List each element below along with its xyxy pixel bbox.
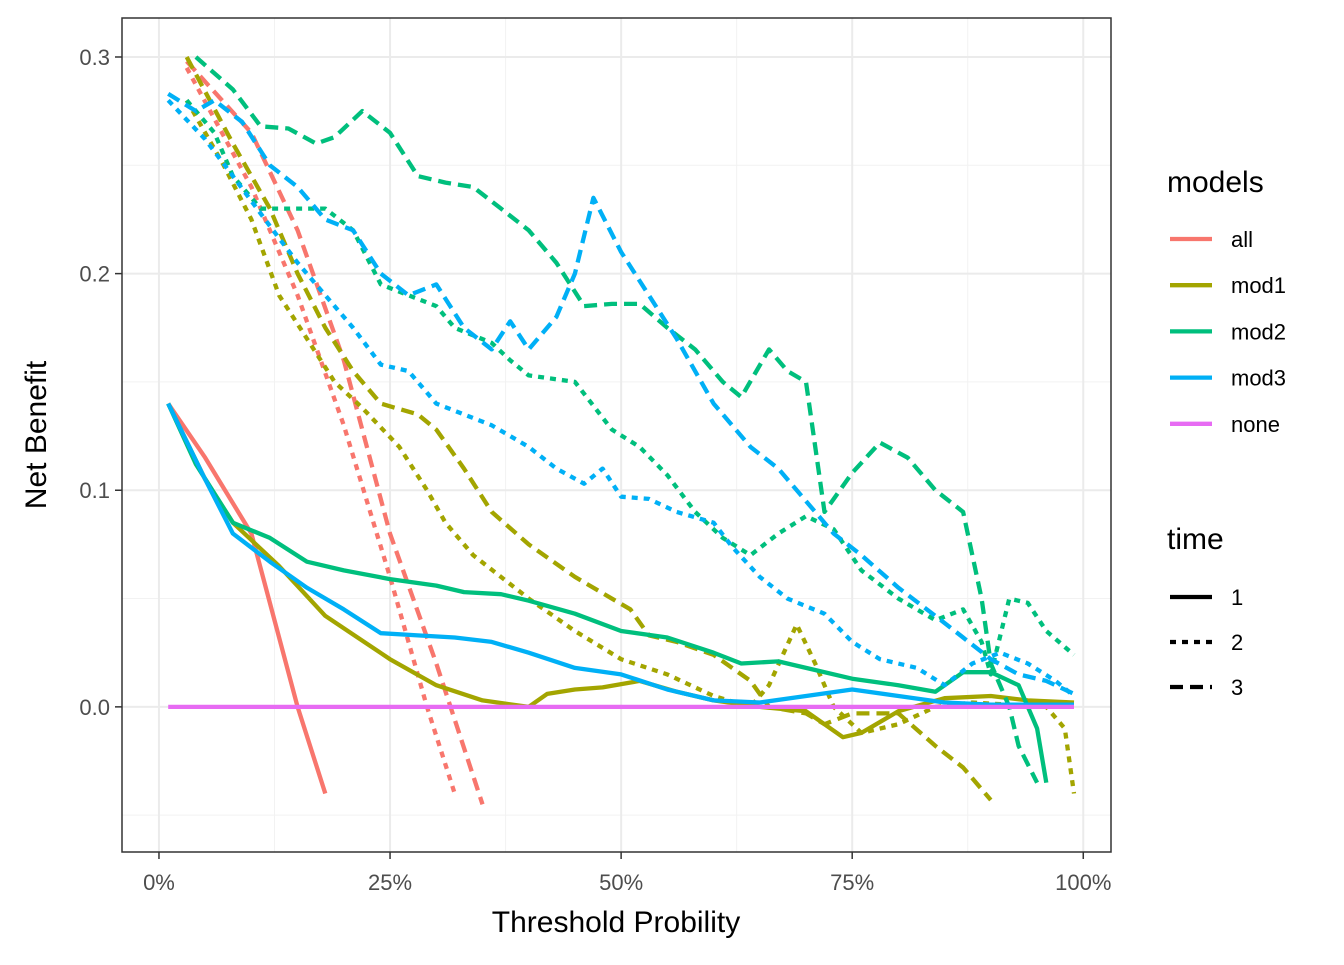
series-line-mod2-time3 bbox=[194, 55, 1040, 784]
legend-label-mod1: mod1 bbox=[1231, 273, 1286, 298]
y-axis-title: Net Benefit bbox=[20, 360, 53, 509]
y-tick-label: 0.0 bbox=[79, 695, 110, 720]
y-tick-label: 0.3 bbox=[79, 45, 110, 70]
legend-title-models: models bbox=[1167, 166, 1264, 199]
x-tick-label: 75% bbox=[830, 870, 874, 895]
legend-label-all: all bbox=[1231, 227, 1253, 252]
legend-label-mod3: mod3 bbox=[1231, 366, 1286, 391]
series-line-mod3-time1 bbox=[166, 402, 1074, 707]
series-layer bbox=[166, 55, 1077, 805]
x-tick-label: 100% bbox=[1055, 870, 1111, 895]
x-tick-label: 25% bbox=[368, 870, 412, 895]
legend-label-none: none bbox=[1231, 412, 1280, 437]
series-line-mod1-time2 bbox=[184, 99, 1077, 794]
x-axis-title: Threshold Probility bbox=[492, 906, 740, 939]
legend: models all mod1 mod2 mod3 none time 1 2 3 bbox=[1167, 166, 1286, 700]
x-tick-label: 50% bbox=[599, 870, 643, 895]
legend-label-time-2: 2 bbox=[1231, 630, 1243, 655]
series-line-mod1-time3 bbox=[184, 55, 993, 802]
x-tick-label: 0% bbox=[143, 870, 175, 895]
y-tick-label: 0.1 bbox=[79, 478, 110, 503]
series-line-mod3-time2 bbox=[166, 98, 1076, 698]
series-line-all-time1 bbox=[166, 402, 328, 795]
legend-title-time: time bbox=[1167, 523, 1224, 556]
series-line-mod2-time2 bbox=[185, 98, 1076, 677]
axes: 0% 25% 50% 75% 100% 0.0 0.1 0.2 0.3 bbox=[79, 45, 1111, 895]
legend-label-time-1: 1 bbox=[1231, 585, 1243, 610]
legend-label-time-3: 3 bbox=[1231, 675, 1243, 700]
legend-label-mod2: mod2 bbox=[1231, 319, 1286, 344]
series-line-mod2-time1 bbox=[166, 402, 1049, 784]
panel-border bbox=[121, 17, 1112, 853]
series-line-mod3-time3 bbox=[167, 91, 1075, 696]
y-tick-label: 0.2 bbox=[79, 262, 110, 287]
